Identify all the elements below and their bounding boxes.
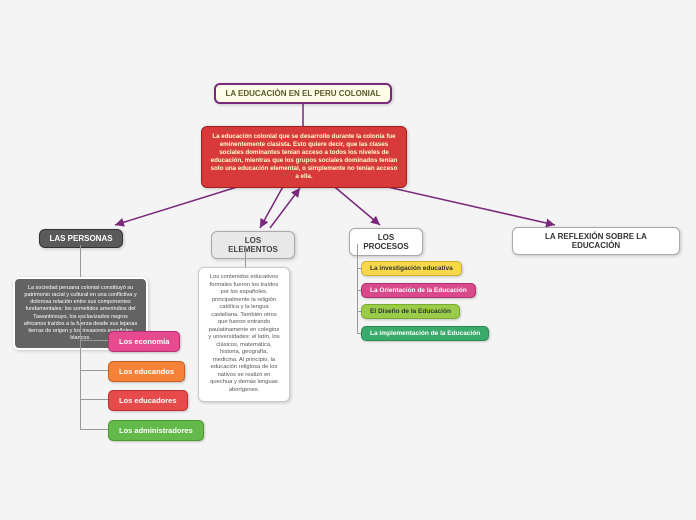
procesos-child-1: La Orientación de la Educación: [361, 283, 476, 298]
conn: [80, 370, 108, 371]
procesos-child-3: La implementación de la Educación: [361, 326, 489, 341]
personas-child-1-text: Los educandos: [119, 367, 174, 376]
branch-elementos: LOS ELEMENTOS: [211, 231, 295, 259]
conn: [80, 316, 81, 429]
conn: [80, 399, 108, 400]
procesos-child-2-text: El Diseño de la Educación: [370, 308, 451, 315]
branch-procesos-label: LOS PROCESOS: [363, 233, 408, 251]
conn: [357, 244, 358, 334]
connector-layer: [0, 0, 696, 520]
personas-child-3: Los administradores: [108, 420, 204, 441]
personas-child-2: Los educadores: [108, 390, 188, 411]
title-text: LA EDUCACIÒN EN EL PERU COLONIAL: [225, 89, 380, 98]
elementos-desc: Los contenidos educativos formales fuero…: [198, 267, 290, 402]
procesos-child-2: El Diseño de la Educación: [361, 304, 460, 319]
elementos-desc-text: Los contenidos educativos formales fuero…: [208, 274, 279, 393]
branch-elementos-label: LOS ELEMENTOS: [228, 236, 278, 254]
branch-reflexion: LA REFLEXIÓN SOBRE LA EDUCACIÓN: [512, 227, 680, 255]
personas-child-0-text: Los economía: [119, 337, 169, 346]
conn: [80, 245, 81, 277]
branch-reflexion-label: LA REFLEXIÓN SOBRE LA EDUCACIÓN: [545, 232, 647, 250]
personas-child-1: Los educandos: [108, 361, 185, 382]
personas-child-0: Los economía: [108, 331, 180, 352]
main-desc-text: La educación colonial que se desarrollo …: [211, 133, 398, 180]
title-node: LA EDUCACIÒN EN EL PERU COLONIAL: [214, 83, 392, 104]
procesos-child-1-text: La Orientación de la Educación: [370, 287, 467, 294]
branch-personas-label: LAS PERSONAS: [49, 234, 112, 243]
personas-child-2-text: Los educadores: [119, 396, 177, 405]
procesos-child-0-text: La investigación educativa: [370, 265, 453, 272]
procesos-child-0: La investigación educativa: [361, 261, 462, 276]
conn: [245, 247, 246, 267]
main-desc: La educación colonial que se desarrollo …: [201, 126, 407, 188]
branch-personas: LAS PERSONAS: [39, 229, 123, 248]
conn: [80, 340, 108, 341]
branch-procesos: LOS PROCESOS: [349, 228, 423, 256]
conn: [80, 429, 108, 430]
personas-child-3-text: Los administradores: [119, 426, 193, 435]
procesos-child-3-text: La implementación de la Educación: [370, 330, 480, 337]
